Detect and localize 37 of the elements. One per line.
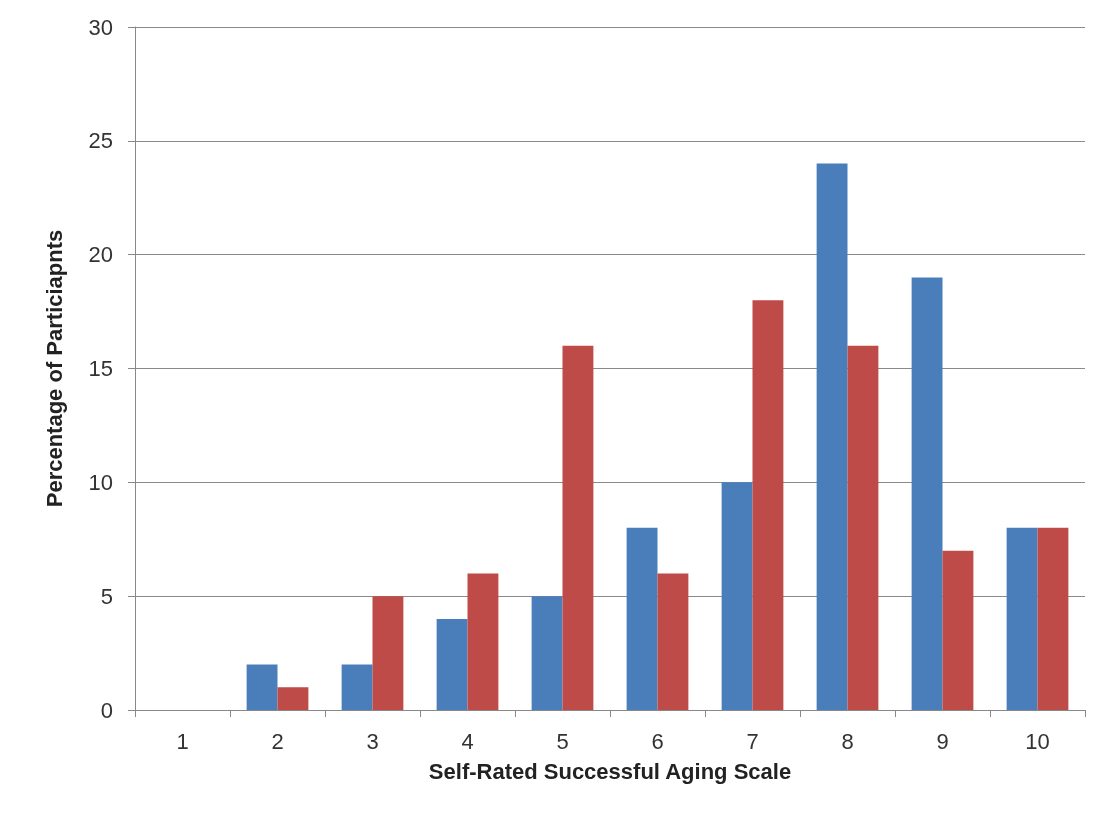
y-tick-label: 20 [88, 242, 113, 268]
y-tick-label: 5 [100, 583, 113, 609]
bar [657, 573, 689, 710]
x-tick-label: 3 [366, 728, 379, 754]
bar [562, 345, 594, 710]
bar [531, 596, 563, 710]
y-axis-title: Percentage of Particiapnts [41, 229, 67, 508]
bar [341, 664, 373, 710]
x-tick-label: 8 [841, 728, 854, 754]
x-tick-label: 4 [461, 728, 474, 754]
bar [1006, 527, 1038, 710]
y-tick-label: 0 [100, 697, 113, 723]
bar [942, 550, 974, 710]
bar [626, 527, 658, 710]
y-tick-label: 25 [88, 128, 113, 154]
x-tick-label: 9 [936, 728, 949, 754]
bar [752, 300, 784, 710]
bar [1037, 527, 1069, 710]
bar [372, 596, 404, 710]
bar [436, 618, 468, 710]
x-tick-label: 10 [1025, 728, 1050, 754]
x-tick-label: 2 [271, 728, 284, 754]
x-tick-label: 5 [556, 728, 569, 754]
x-tick-label: 6 [651, 728, 664, 754]
bar [277, 687, 309, 710]
bar [246, 664, 278, 710]
x-tick-label: 7 [746, 728, 759, 754]
y-tick-label: 15 [88, 356, 113, 381]
bar [911, 277, 943, 710]
bar [847, 345, 879, 710]
y-tick-label: 30 [88, 14, 113, 40]
bar [467, 573, 499, 710]
y-tick-label: 10 [88, 469, 113, 495]
bar [721, 482, 753, 710]
x-axis-title: Self-Rated Successful Aging Scale [428, 758, 792, 784]
bar [816, 163, 848, 710]
x-tick-label: 1 [176, 728, 189, 754]
